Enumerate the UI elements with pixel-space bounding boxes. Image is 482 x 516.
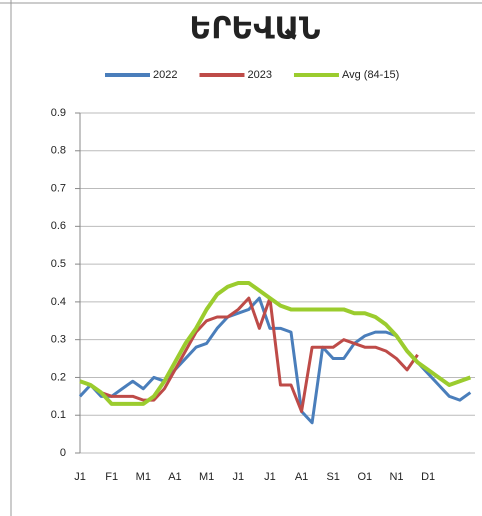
y-tick-label: 0.2: [51, 371, 66, 383]
y-tick-label: 0.5: [51, 258, 66, 270]
series-line: [79, 281, 472, 406]
y-tick-label: 0.8: [51, 145, 66, 157]
y-tick-label: 0.7: [51, 182, 66, 194]
legend-label: 2022: [153, 69, 177, 81]
x-tick-label: J1: [264, 471, 276, 483]
y-tick-label: 0.4: [51, 296, 66, 308]
y-tick-label: 0.3: [51, 334, 66, 346]
y-tick-label: 0.9: [51, 107, 66, 119]
x-tick-label: A1: [168, 471, 181, 483]
legend-label: 2023: [247, 69, 271, 81]
series-line: [79, 296, 419, 413]
x-tick-label: M1: [199, 471, 214, 483]
y-tick-label: 0.1: [51, 409, 66, 421]
x-tick-label: J1: [74, 471, 86, 483]
x-tick-label: M1: [136, 471, 151, 483]
x-tick-label: A1: [295, 471, 308, 483]
x-tick-label: N1: [389, 471, 403, 483]
x-tick-label: S1: [326, 471, 339, 483]
x-tick-label: J1: [232, 471, 244, 483]
legend-label: Avg (84-15): [342, 69, 399, 81]
y-tick-label: 0.6: [51, 220, 66, 232]
y-tick-label: 0: [60, 447, 66, 459]
x-tick-label: O1: [358, 471, 373, 483]
x-tick-label: D1: [421, 471, 435, 483]
chart-title: ԵՐԵՎԱՆ: [189, 12, 320, 47]
x-tick-label: F1: [105, 471, 118, 483]
